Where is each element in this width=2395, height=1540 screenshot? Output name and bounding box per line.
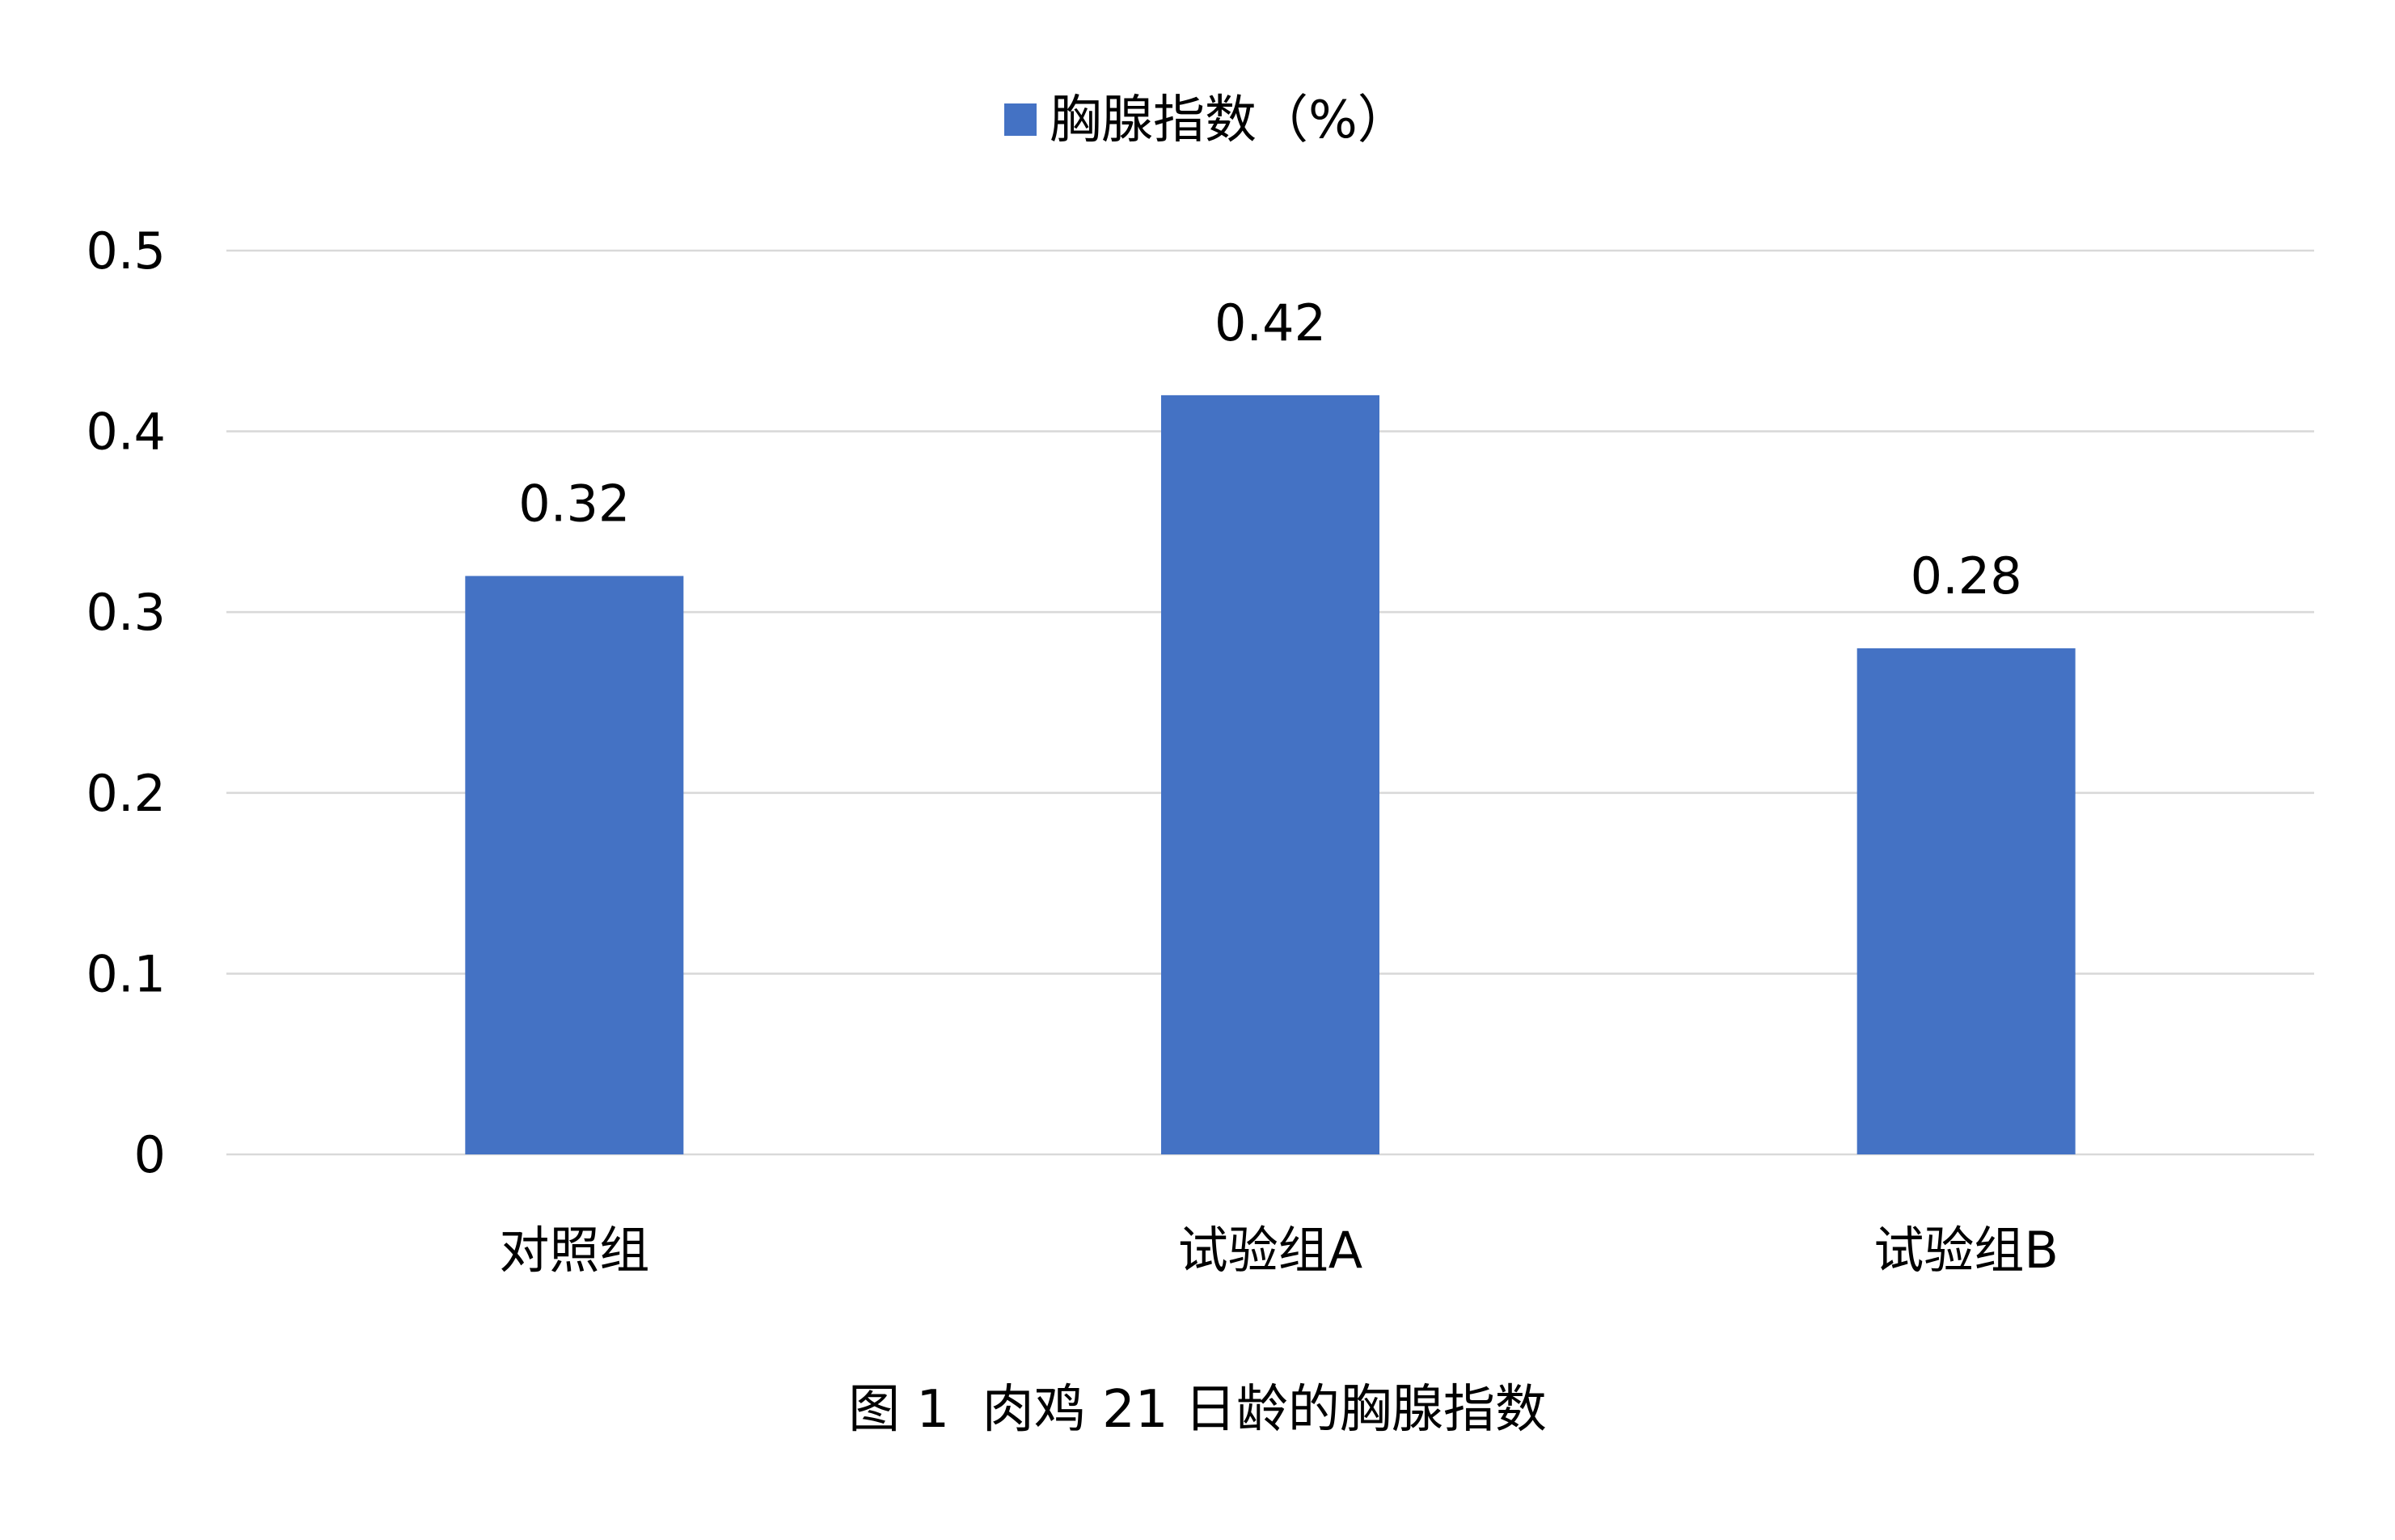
legend-label: 胸腺指数（%）: [1050, 91, 1409, 150]
y-tick-label: 0.2: [86, 764, 166, 823]
y-tick-label: 0.1: [86, 944, 166, 1003]
bars: [465, 394, 2076, 1154]
x-axis-category-labels: 对照组 试验组A 试验组B: [499, 1221, 2059, 1280]
legend: 胸腺指数（%）: [1004, 91, 1409, 150]
category-label: 试验组B: [1873, 1221, 2059, 1280]
data-label: 0.32: [518, 474, 630, 533]
y-tick-label: 0.5: [86, 222, 166, 281]
bar: [465, 576, 684, 1154]
bar: [1161, 394, 1379, 1154]
figure-caption: 图 1 肉鸡 21 日龄的胸腺指数: [848, 1380, 1547, 1440]
legend-swatch: [1004, 103, 1037, 136]
data-labels: 0.32 0.42 0.28: [518, 293, 2021, 605]
bar: [1856, 648, 2076, 1154]
category-label: 试验组A: [1178, 1221, 1362, 1280]
y-tick-label: 0: [134, 1125, 166, 1184]
category-label: 对照组: [499, 1221, 649, 1280]
y-tick-label: 0.3: [86, 583, 166, 642]
y-tick-label: 0.4: [86, 403, 166, 462]
y-axis-tick-labels: 0 0.1 0.2 0.3 0.4 0.5: [86, 222, 166, 1184]
data-label: 0.28: [1911, 546, 2022, 605]
data-label: 0.42: [1214, 293, 1326, 352]
